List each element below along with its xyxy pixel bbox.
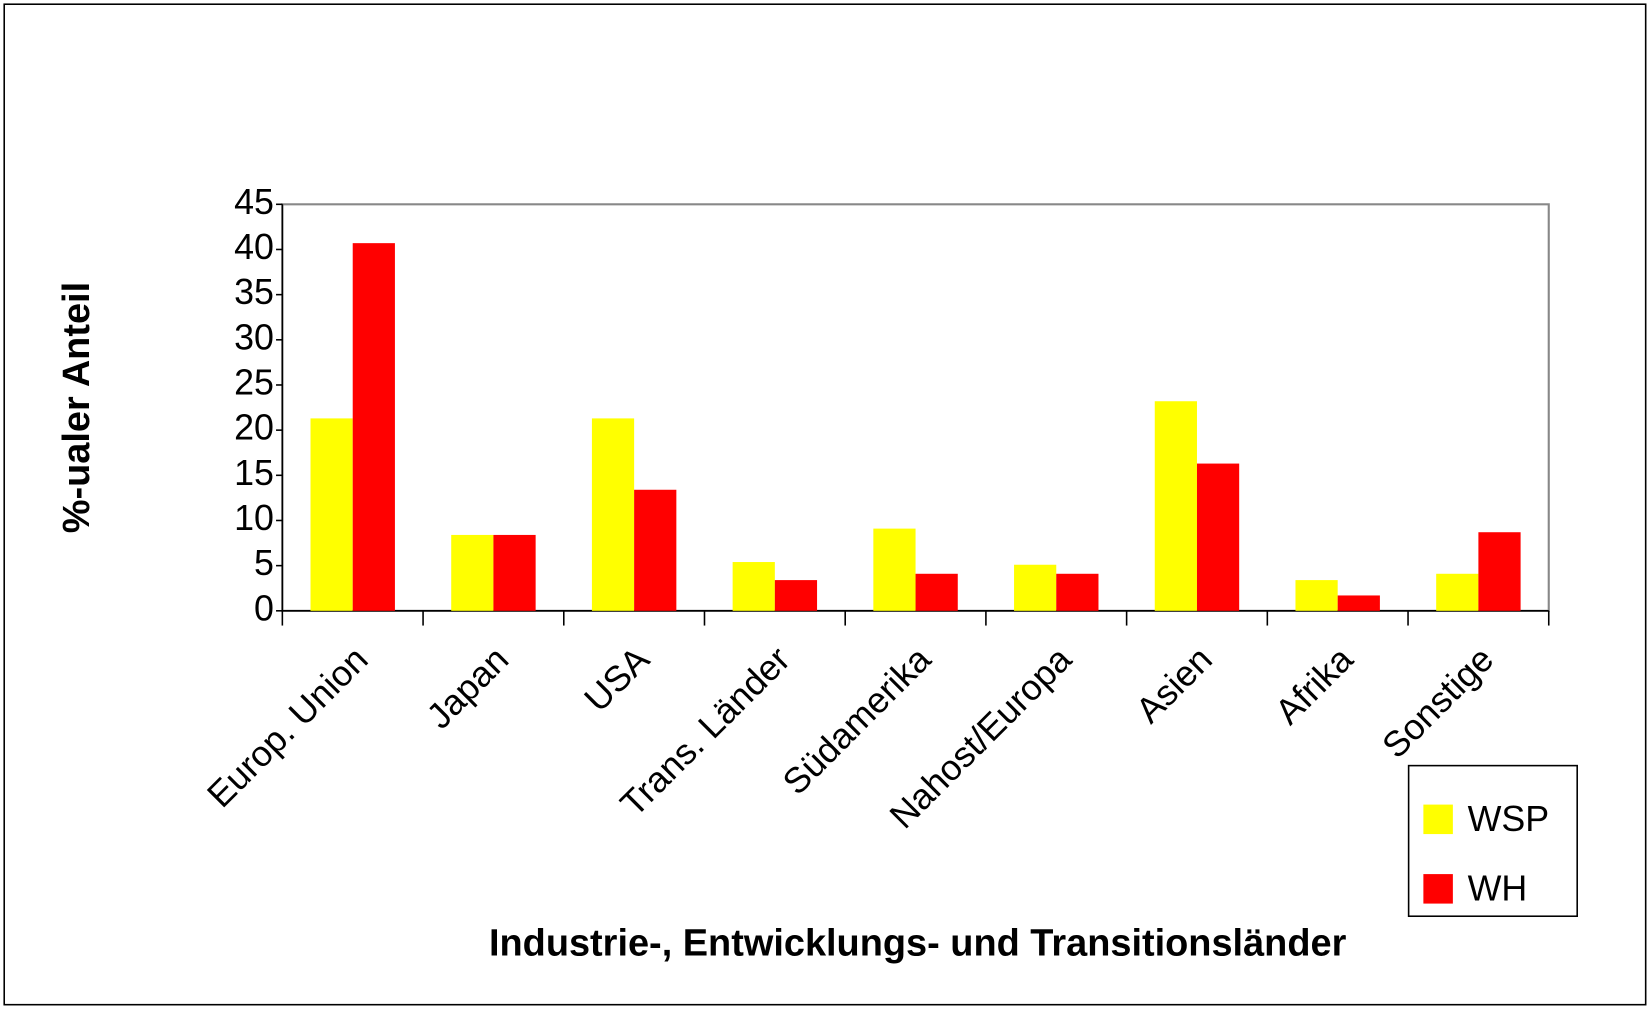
bar [310, 418, 353, 611]
bar [493, 534, 536, 611]
y-tick-label: 40 [234, 227, 274, 267]
legend-swatch [1423, 804, 1453, 835]
y-tick-label: 15 [234, 453, 274, 493]
y-tick-label: 0 [254, 588, 274, 628]
legend-label: WH [1468, 868, 1528, 908]
bar [591, 418, 635, 611]
bar [1478, 532, 1521, 611]
y-tick-label: 25 [234, 362, 274, 402]
bar [451, 534, 494, 611]
bar [732, 562, 775, 611]
y-tick-label: 10 [234, 498, 274, 538]
bar [1196, 463, 1240, 611]
y-tick-label: 45 [234, 182, 274, 222]
bar [1056, 573, 1099, 611]
y-tick-label: 35 [234, 272, 274, 312]
y-tick-label: 5 [254, 543, 274, 583]
bar [1436, 573, 1479, 611]
bar [1014, 564, 1057, 611]
bar [915, 573, 958, 611]
bar [1154, 401, 1197, 611]
bar [634, 489, 677, 611]
x-axis-title: Industrie-, Entwicklungs- und Transition… [489, 923, 1347, 965]
y-axis-title: %-ualer Anteil [56, 282, 98, 533]
y-tick-label: 30 [234, 317, 274, 357]
legend-label: WSP [1468, 799, 1550, 839]
legend-swatch [1423, 874, 1453, 904]
bar [873, 528, 916, 611]
bar [352, 243, 395, 611]
y-tick-label: 20 [234, 408, 274, 448]
bar [774, 580, 818, 611]
bar [1337, 595, 1380, 611]
chart-frame [3, 3, 1647, 1006]
bar [1295, 580, 1338, 611]
